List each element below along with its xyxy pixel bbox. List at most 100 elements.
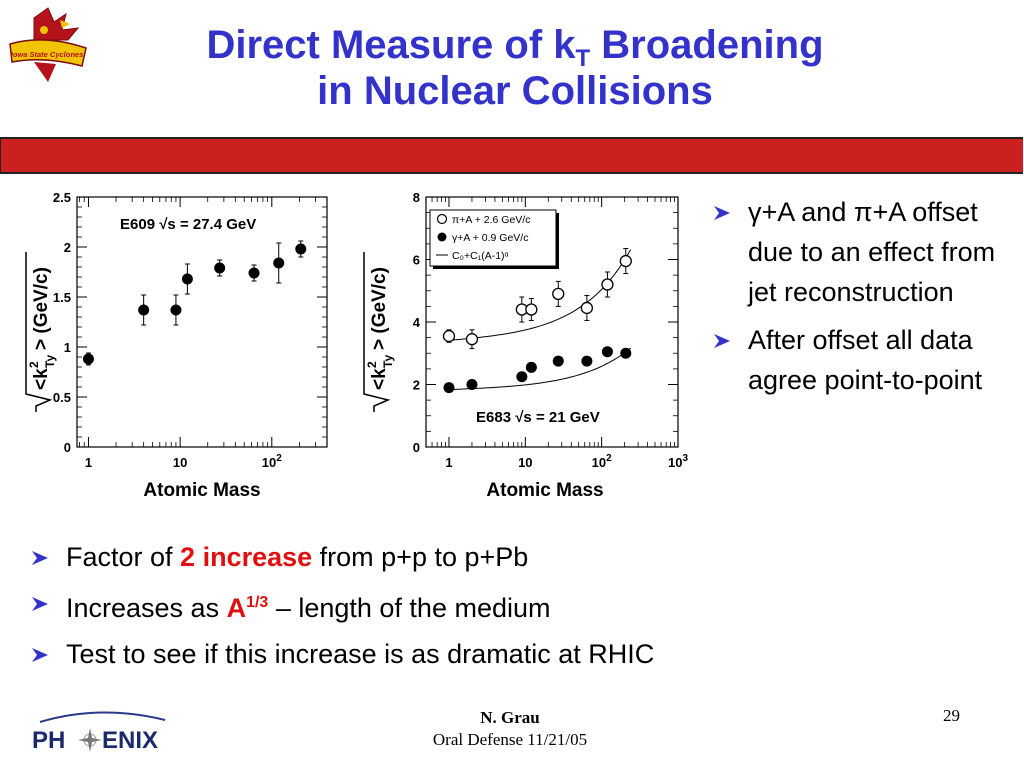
data-point-filled (170, 304, 182, 316)
y-tick-label: 0 (64, 440, 71, 455)
data-point-filled (138, 304, 150, 316)
phenix-logo-right: ENIX (102, 727, 158, 754)
title-line-1: Direct Measure of kT Broadening (120, 22, 910, 71)
data-point-open (601, 278, 614, 291)
x-tick-label: 102 (592, 453, 612, 470)
data-point-filled (620, 347, 632, 359)
chart-e683-marks (442, 248, 632, 394)
chart-e683-xlabel: Atomic Mass (486, 480, 603, 501)
title-line-2: in Nuclear Collisions (317, 69, 713, 113)
right-bullet-list: γ+A and π+A offset due to an effect from… (712, 192, 1012, 408)
chart-e683-legend: π+A + 2.6 GeV/c γ+A + 0.9 GeV/c C₀+C₁(A-… (429, 209, 559, 269)
legend-marker-open (436, 213, 448, 225)
chart-e609-axes: 0 0.5 1 1.5 2 2.5 1 10 102 (53, 190, 328, 470)
chart-e609-annotation: E609 √s = 27.4 GeV (120, 216, 256, 233)
y-tick-label: 1 (64, 340, 71, 355)
svg-text:> (GeV/c): > (GeV/c) (31, 267, 52, 350)
data-point-filled (295, 243, 307, 255)
page-number: 29 (943, 706, 960, 725)
bottom-bullet-1: Factor of 2 increase from p+p to p+Pb (30, 537, 930, 577)
svg-text:<k: <k (31, 368, 52, 390)
bullet-1-highlight: 2 increase (180, 542, 313, 572)
right-bullet-2-text: After offset all data agree point-to-poi… (748, 325, 983, 395)
x-tick-label: 10 (518, 455, 532, 470)
data-point-filled (214, 262, 226, 274)
bullet-arrow-icon (714, 206, 730, 220)
right-bullet-2: After offset all data agree point-to-poi… (712, 320, 1012, 400)
data-point-filled (443, 382, 455, 394)
title-text-post: Broadening (590, 23, 824, 67)
fit-curve (448, 249, 632, 342)
phenix-logo: PH ENIX (32, 711, 166, 754)
chart-e609-xlabel: Atomic Mass (143, 480, 260, 501)
data-point-open (552, 287, 565, 301)
svg-text:<k: <k (369, 368, 390, 390)
svg-text:2: 2 (27, 361, 41, 368)
data-point-filled (248, 267, 260, 279)
data-point-open (619, 254, 632, 268)
data-point-filled (273, 257, 285, 269)
data-point-open (580, 301, 594, 315)
bullet-2-superscript: 1/3 (246, 594, 269, 611)
bullet-2-highlight: A1/3 (226, 593, 269, 623)
bullet-1-text-post: from p+p to p+Pb (312, 542, 529, 572)
data-point-open (525, 303, 538, 316)
data-point-open (465, 333, 479, 346)
right-bullet-1: γ+A and π+A offset due to an effect from… (712, 192, 1012, 312)
chart-e683-ylabel: <k 2 Ty > (GeV/c) (363, 252, 395, 412)
title-text-pre: Direct Measure of k (206, 23, 576, 67)
title-subscript: T (575, 45, 591, 72)
x-tick-label: 102 (262, 453, 282, 470)
data-point-filled (581, 355, 593, 367)
y-tick-label: 4 (413, 315, 421, 330)
data-point-open (442, 329, 456, 343)
bottom-bullet-list: Factor of 2 increase from p+p to p+Pb In… (30, 537, 930, 680)
data-point-filled (466, 379, 478, 390)
bullet-1-text-pre: Factor of (66, 542, 181, 572)
y-tick-label: 0 (413, 440, 420, 455)
phenix-star-icon (78, 728, 102, 752)
chart-e609-ylabel: <k 2 Ty > (GeV/c) (25, 252, 57, 412)
iowa-state-logo: Iowa State Cyclones (9, 7, 87, 82)
y-tick-label: 0.5 (53, 390, 71, 405)
y-tick-label: 2 (64, 240, 71, 255)
svg-text:> (GeV/c): > (GeV/c) (369, 267, 390, 350)
x-tick-label: 10 (173, 455, 187, 470)
y-tick-label: 6 (413, 253, 420, 268)
x-tick-label: 1 (85, 455, 92, 470)
bullet-3-text: Test to see if this increase is as drama… (66, 639, 655, 669)
legend-entry-gamma: γ+A + 0.9 GeV/c (452, 232, 528, 244)
data-point-filled (82, 353, 94, 365)
y-tick-label: 1.5 (53, 290, 71, 305)
legend-entry-pi: π+A + 2.6 GeV/c (452, 214, 530, 226)
slide-title: Direct Measure of kT Broadening in Nucle… (120, 22, 910, 114)
bullet-arrow-icon (32, 648, 48, 662)
x-tick-label: 1 (445, 455, 452, 470)
data-point-filled (552, 355, 564, 367)
chart-e683: 0 2 4 6 8 1 10 102 103 E683 √s = 21 GeV Atomic M… (363, 190, 689, 501)
svg-text:Ty: Ty (43, 355, 57, 368)
data-point-filled (516, 371, 528, 383)
y-tick-label: 2 (413, 378, 420, 393)
bottom-bullet-3: Test to see if this increase is as drama… (30, 634, 930, 674)
bottom-bullet-2: Increases as A1/3 – length of the medium (30, 583, 930, 628)
svg-text:Ty: Ty (381, 355, 395, 368)
data-point-filled (525, 361, 537, 373)
svg-text:2: 2 (365, 361, 379, 368)
bullet-arrow-icon (32, 551, 48, 565)
plot-frame (76, 196, 328, 448)
y-tick-label: 8 (413, 190, 420, 205)
chart-e683-axes: 0 2 4 6 8 1 10 102 103 (413, 190, 689, 470)
data-point-filled (601, 346, 613, 358)
legend-marker-filled (437, 232, 447, 242)
right-bullet-1-text: γ+A and π+A offset due to an effect from… (748, 197, 996, 307)
footer-author: N. Grau (480, 708, 540, 727)
footer-credit: N. Grau Oral Defense 11/21/05 (380, 707, 640, 751)
bullet-2-text-post: – length of the medium (268, 593, 551, 623)
bullet-arrow-icon (32, 597, 48, 611)
chart-e609: 0 0.5 1 1.5 2 2.5 1 10 102 E609 √s = 27.4 GeV At… (25, 190, 328, 501)
legend-entry-fit: C₀+C₁(A-1)ᵅ (452, 250, 509, 262)
x-tick-label: 103 (668, 453, 688, 470)
bullet-arrow-icon (714, 334, 730, 348)
footer-event: Oral Defense 11/21/05 (432, 730, 588, 749)
